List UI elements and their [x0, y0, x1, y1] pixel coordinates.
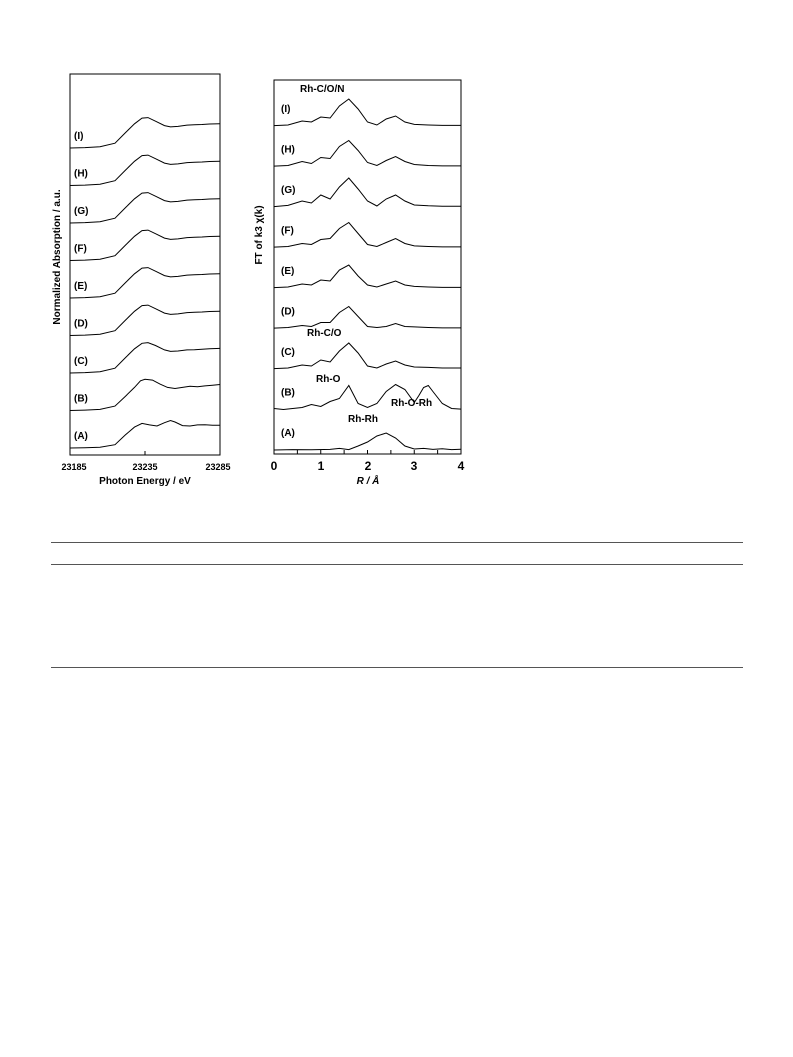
exafs-xtick-2: 2 [365, 459, 372, 473]
annotation-rh-c-o: Rh-C/O [307, 328, 342, 339]
xanes-series-h [69, 154, 221, 186]
exafs-series-label-h: (H) [281, 145, 295, 156]
xanes-series-e [69, 267, 221, 299]
exafs-series-a [273, 432, 462, 451]
xanes-series-label-e: (E) [74, 281, 87, 292]
exafs-xtick-4: 4 [458, 459, 465, 473]
xanes-xtick-0: 23185 [61, 462, 86, 472]
xanes-series-label-a: (A) [74, 431, 88, 442]
table-rule-header [51, 564, 743, 565]
exafs-series-label-b: (B) [281, 388, 295, 399]
annotation-rh-o: Rh-O [316, 374, 341, 385]
exafs-series-label-c: (C) [281, 347, 295, 358]
annotation-rh-c-o-n: Rh-C/O/N [300, 84, 344, 95]
annotation-rh-o-rh: Rh-O-Rh [391, 398, 432, 409]
exafs-xtick-3: 3 [411, 459, 418, 473]
xanes-series-label-h: (H) [74, 169, 88, 180]
xanes-series-b [69, 378, 221, 411]
xanes-series-label-g: (G) [74, 206, 88, 217]
exafs-series-label-d: (D) [281, 307, 295, 318]
exafs-plot-frame [273, 79, 462, 455]
xanes-series-c [69, 342, 221, 374]
exafs-series-i [273, 98, 461, 127]
annotation-rh-rh: Rh-Rh [348, 414, 378, 425]
xanes-xtick-1: 23235 [132, 462, 157, 472]
exafs-series-d [273, 305, 461, 329]
xanes-series-a [69, 419, 220, 449]
table-rule-bottom [51, 667, 743, 668]
xanes-series-i [69, 117, 221, 149]
table-rule-top [51, 542, 743, 543]
xanes-xlabel: Photon Energy / eV [99, 476, 191, 487]
xanes-series-label-f: (F) [74, 244, 87, 255]
xanes-series-label-d: (D) [74, 319, 88, 330]
xanes-ylabel: Normalized Absorption / a.u. [52, 189, 63, 324]
xanes-plot-frame [69, 73, 221, 456]
xanes-series-label-c: (C) [74, 356, 88, 367]
exafs-xtick-0: 0 [271, 459, 278, 473]
exafs-series-label-g: (G) [281, 185, 295, 196]
exafs-xlabel: R / Å [357, 474, 380, 487]
exafs-xtick-1: 1 [318, 459, 325, 473]
exafs-series-label-i: (I) [281, 104, 290, 115]
xanes-series-label-i: (I) [74, 131, 83, 142]
exafs-series-label-f: (F) [281, 226, 294, 237]
exafs-series-label-e: (E) [281, 266, 294, 277]
exafs-series-b [273, 383, 462, 411]
xanes-xtick-2: 23285 [205, 462, 230, 472]
exafs-ylabel: FT of k3 χ(k) [254, 205, 265, 264]
exafs-series-h [273, 139, 461, 167]
exafs-series-g [273, 177, 461, 208]
xanes-panel: (A)(B)(C)(D)(E)(F)(G)(H)(I) 23185 23235 … [52, 73, 231, 487]
exafs-panel: (A) (B) (C) (D) (E) (F) (G) (H) (I) 0 1 2 3 4 R … [254, 79, 465, 487]
exafs-series-e [273, 264, 461, 289]
exafs-series-label-a: (A) [281, 428, 295, 439]
exafs-series-f [273, 221, 461, 248]
exafs-series-c [273, 342, 461, 370]
xanes-series-f [69, 229, 221, 261]
xanes-series-label-b: (B) [74, 394, 88, 405]
xanes-series-d [69, 304, 221, 336]
xanes-series-g [69, 192, 221, 224]
